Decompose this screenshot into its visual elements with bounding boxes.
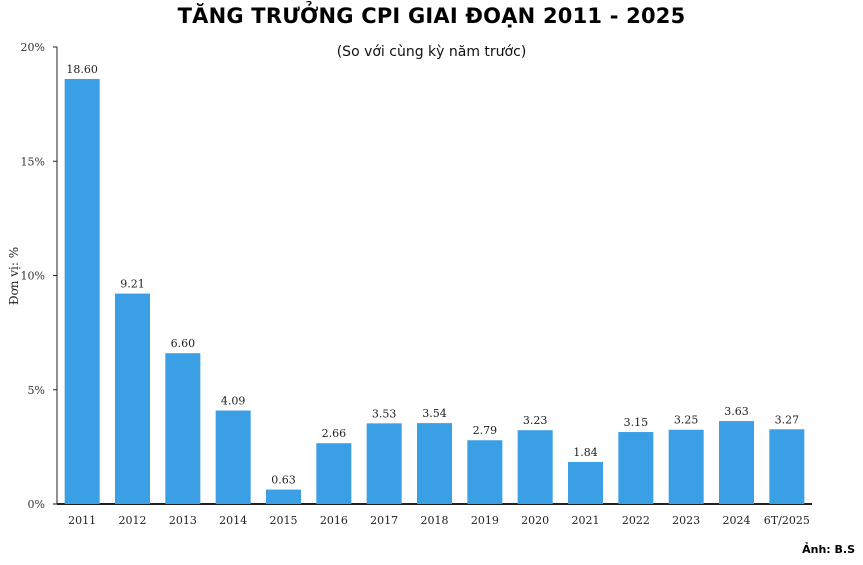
bar	[165, 353, 201, 504]
chart-bars	[64, 78, 805, 505]
y-tick-label: 10%	[21, 270, 45, 283]
bar-value-label: 6.60	[171, 337, 196, 350]
bar	[417, 423, 452, 504]
bar	[64, 78, 100, 505]
bar-value-label: 9.21	[120, 278, 145, 291]
y-tick-label: 5%	[28, 384, 45, 397]
bar	[266, 489, 301, 504]
bar-value-label: 0.63	[271, 474, 296, 487]
chart-subtitle: (So với cùng kỳ năm trước)	[336, 44, 527, 60]
bar-value-label: 3.53	[372, 407, 397, 420]
x-tick-label: 2015	[270, 514, 298, 527]
x-tick-label: 2011	[68, 514, 96, 527]
bar	[769, 429, 805, 504]
x-tick-label: 2012	[119, 514, 147, 527]
x-tick-label: 2017	[370, 514, 398, 527]
bar-value-label: 18.60	[66, 63, 98, 76]
bar	[719, 421, 754, 504]
bar	[467, 440, 503, 504]
x-tick-label: 6T/2025	[764, 514, 810, 527]
x-tick-label: 2020	[521, 514, 549, 527]
bar	[618, 432, 654, 504]
bar-value-label: 3.23	[523, 414, 548, 427]
x-tick-label: 2018	[421, 514, 449, 527]
bar-value-label: 3.15	[624, 416, 649, 429]
y-tick-label: 15%	[21, 155, 45, 168]
x-tick-label: 2019	[471, 514, 499, 527]
chart-title: TĂNG TRƯỞNG CPI GIAI ĐOẠN 2011 - 2025	[177, 4, 686, 28]
x-tick-label: 2014	[219, 514, 247, 527]
bar	[568, 461, 603, 504]
bar-value-label: 3.25	[674, 414, 699, 427]
image-credit: Ảnh: B.S	[802, 543, 855, 556]
x-tick-label: 2023	[672, 514, 700, 527]
bar-value-label: 2.66	[322, 427, 347, 440]
bar-value-label: 4.09	[221, 395, 246, 408]
y-tick-label: 0%	[28, 498, 45, 511]
bar	[115, 293, 150, 504]
y-axis-label: Đơn vị: %	[7, 247, 21, 305]
x-tick-label: 2022	[622, 514, 650, 527]
bar-value-label: 3.27	[775, 413, 800, 426]
chart-labels: 18.60 2011 9.21 2012 6.60 2013 4.09 2014 0.63 201…	[66, 63, 809, 527]
bar-value-label: 2.79	[473, 424, 498, 437]
bar	[215, 410, 251, 504]
bar	[316, 443, 352, 504]
bar-value-label: 1.84	[573, 446, 598, 459]
bar	[366, 423, 402, 504]
y-tick-label: 20%	[21, 41, 45, 54]
x-tick-label: 2024	[723, 514, 751, 527]
bar-value-label: 3.54	[422, 407, 447, 420]
x-tick-label: 2013	[169, 514, 197, 527]
bar	[517, 430, 553, 504]
bar	[668, 429, 704, 504]
x-tick-label: 2016	[320, 514, 348, 527]
bar-value-label: 3.63	[724, 405, 749, 418]
x-tick-label: 2021	[572, 514, 600, 527]
